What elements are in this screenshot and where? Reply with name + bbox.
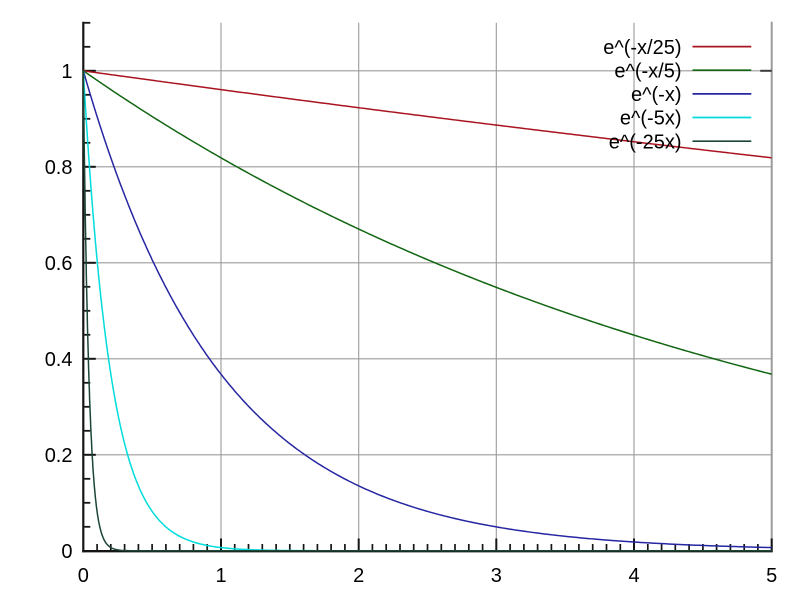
svg-text:0.4: 0.4 xyxy=(45,349,73,371)
svg-text:e^(-25x): e^(-25x) xyxy=(609,131,682,153)
svg-text:4: 4 xyxy=(628,565,639,587)
svg-text:3: 3 xyxy=(491,565,502,587)
svg-text:e^(-5x): e^(-5x) xyxy=(620,108,682,130)
svg-text:e^(-x): e^(-x) xyxy=(631,84,682,106)
svg-text:e^(-x/25): e^(-x/25) xyxy=(603,37,681,59)
svg-text:0: 0 xyxy=(61,541,72,563)
svg-text:1: 1 xyxy=(61,61,72,83)
svg-text:0.8: 0.8 xyxy=(45,157,73,179)
svg-text:0.6: 0.6 xyxy=(45,253,73,275)
svg-text:1: 1 xyxy=(215,565,226,587)
svg-text:e^(-x/5): e^(-x/5) xyxy=(614,61,681,83)
svg-text:2: 2 xyxy=(353,565,364,587)
svg-text:0.2: 0.2 xyxy=(45,445,73,467)
svg-text:0: 0 xyxy=(78,565,89,587)
svg-text:5: 5 xyxy=(766,565,777,587)
